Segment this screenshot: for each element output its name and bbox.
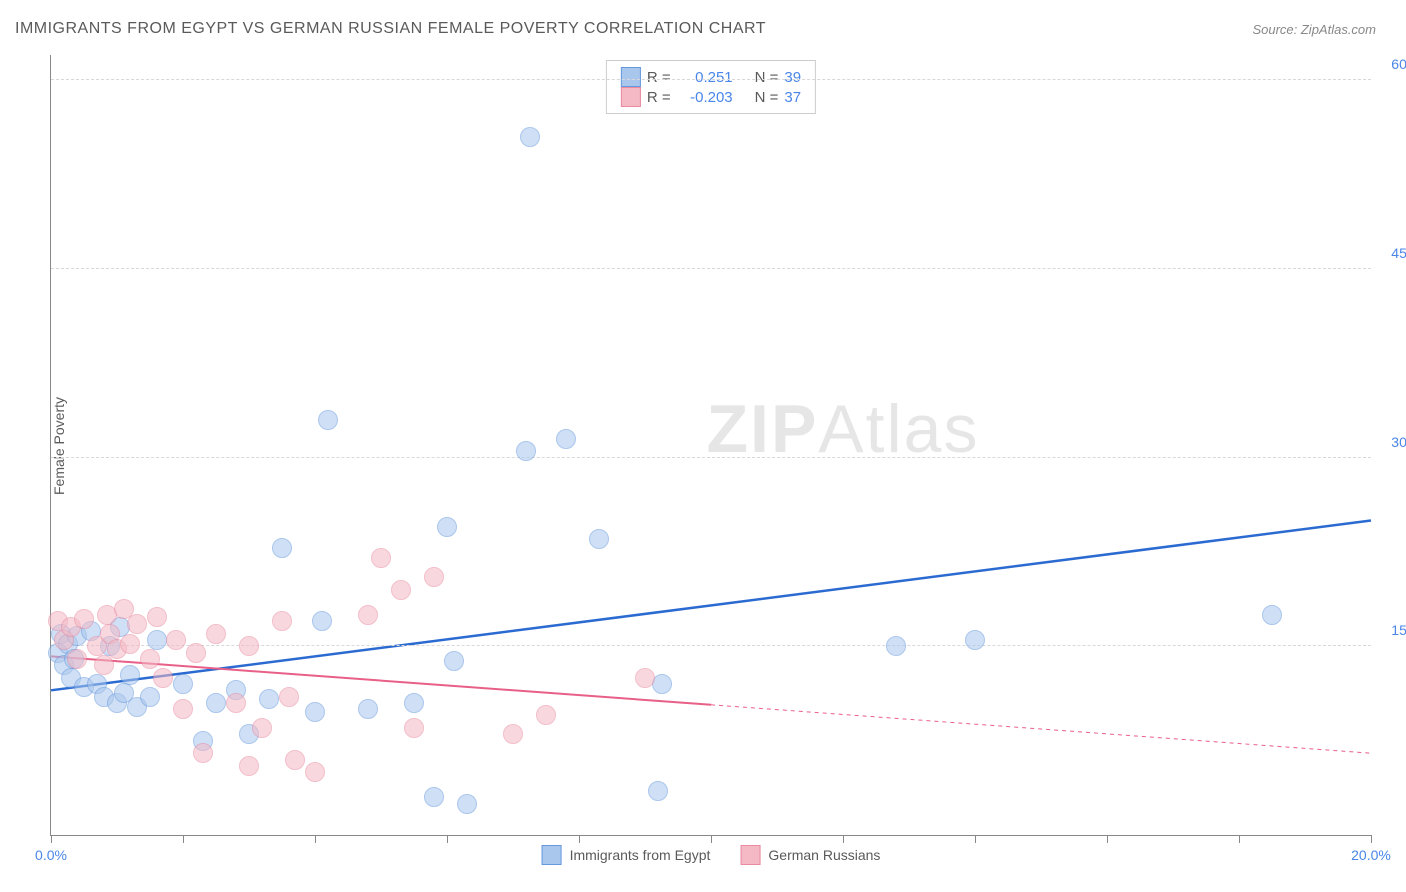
legend-swatch: [740, 845, 760, 865]
scatter-point: [305, 702, 325, 722]
scatter-point: [358, 699, 378, 719]
regression-line: [51, 520, 1371, 690]
scatter-point: [173, 674, 193, 694]
scatter-point: [279, 687, 299, 707]
x-tick: [51, 835, 52, 843]
x-tick-label: 20.0%: [1351, 847, 1391, 863]
regression-lines: [51, 55, 1371, 835]
scatter-point: [404, 718, 424, 738]
scatter-point: [120, 665, 140, 685]
scatter-point: [153, 668, 173, 688]
y-tick-label: 45.0%: [1391, 245, 1406, 261]
series-name: Immigrants from Egypt: [570, 847, 711, 863]
scatter-point: [536, 705, 556, 725]
scatter-point: [520, 127, 540, 147]
grid-line: [51, 268, 1371, 269]
scatter-point: [173, 699, 193, 719]
scatter-point: [305, 762, 325, 782]
x-tick: [315, 835, 316, 843]
scatter-point: [74, 609, 94, 629]
scatter-point: [147, 630, 167, 650]
scatter-point: [424, 787, 444, 807]
scatter-point: [318, 410, 338, 430]
scatter-point: [457, 794, 477, 814]
scatter-point: [226, 693, 246, 713]
scatter-point: [67, 649, 87, 669]
scatter-point: [437, 517, 457, 537]
source-prefix: Source:: [1252, 22, 1300, 37]
scatter-point: [120, 634, 140, 654]
source-attribution: Source: ZipAtlas.com: [1252, 22, 1376, 37]
scatter-point: [140, 649, 160, 669]
scatter-point: [239, 756, 259, 776]
x-tick: [183, 835, 184, 843]
series-legend: Immigrants from Egypt German Russians: [542, 845, 881, 865]
scatter-point: [252, 718, 272, 738]
scatter-point: [404, 693, 424, 713]
plot-area: ZIPAtlas R =0.251N =39R =-0.203N =37 Imm…: [50, 55, 1371, 836]
scatter-point: [635, 668, 655, 688]
x-tick: [447, 835, 448, 843]
scatter-point: [516, 441, 536, 461]
scatter-point: [358, 605, 378, 625]
grid-line: [51, 457, 1371, 458]
scatter-point: [312, 611, 332, 631]
scatter-point: [193, 743, 213, 763]
scatter-point: [424, 567, 444, 587]
scatter-point: [1262, 605, 1282, 625]
scatter-point: [147, 607, 167, 627]
chart-title: IMMIGRANTS FROM EGYPT VS GERMAN RUSSIAN …: [15, 20, 766, 38]
series-legend-item: Immigrants from Egypt: [542, 845, 711, 865]
x-tick: [1239, 835, 1240, 843]
x-tick: [1371, 835, 1372, 843]
scatter-point: [127, 614, 147, 634]
y-tick-label: 60.0%: [1391, 56, 1406, 72]
scatter-point: [166, 630, 186, 650]
scatter-point: [239, 636, 259, 656]
scatter-point: [186, 643, 206, 663]
series-legend-item: German Russians: [740, 845, 880, 865]
source-name: ZipAtlas.com: [1301, 22, 1376, 37]
scatter-point: [206, 693, 226, 713]
x-tick-label: 0.0%: [35, 847, 67, 863]
x-tick: [843, 835, 844, 843]
regression-line-dashed: [711, 705, 1371, 753]
scatter-point: [272, 611, 292, 631]
scatter-point: [503, 724, 523, 744]
scatter-point: [965, 630, 985, 650]
scatter-point: [556, 429, 576, 449]
grid-line: [51, 79, 1371, 80]
scatter-point: [206, 624, 226, 644]
scatter-point: [589, 529, 609, 549]
series-name: German Russians: [768, 847, 880, 863]
scatter-point: [648, 781, 668, 801]
scatter-point: [140, 687, 160, 707]
y-tick-label: 30.0%: [1391, 434, 1406, 450]
x-tick: [579, 835, 580, 843]
scatter-point: [886, 636, 906, 656]
x-tick: [975, 835, 976, 843]
x-tick: [1107, 835, 1108, 843]
legend-swatch: [542, 845, 562, 865]
scatter-point: [371, 548, 391, 568]
scatter-point: [259, 689, 279, 709]
y-tick-label: 15.0%: [1391, 622, 1406, 638]
scatter-point: [391, 580, 411, 600]
x-tick: [711, 835, 712, 843]
scatter-point: [272, 538, 292, 558]
scatter-point: [94, 655, 114, 675]
scatter-point: [285, 750, 305, 770]
scatter-point: [444, 651, 464, 671]
